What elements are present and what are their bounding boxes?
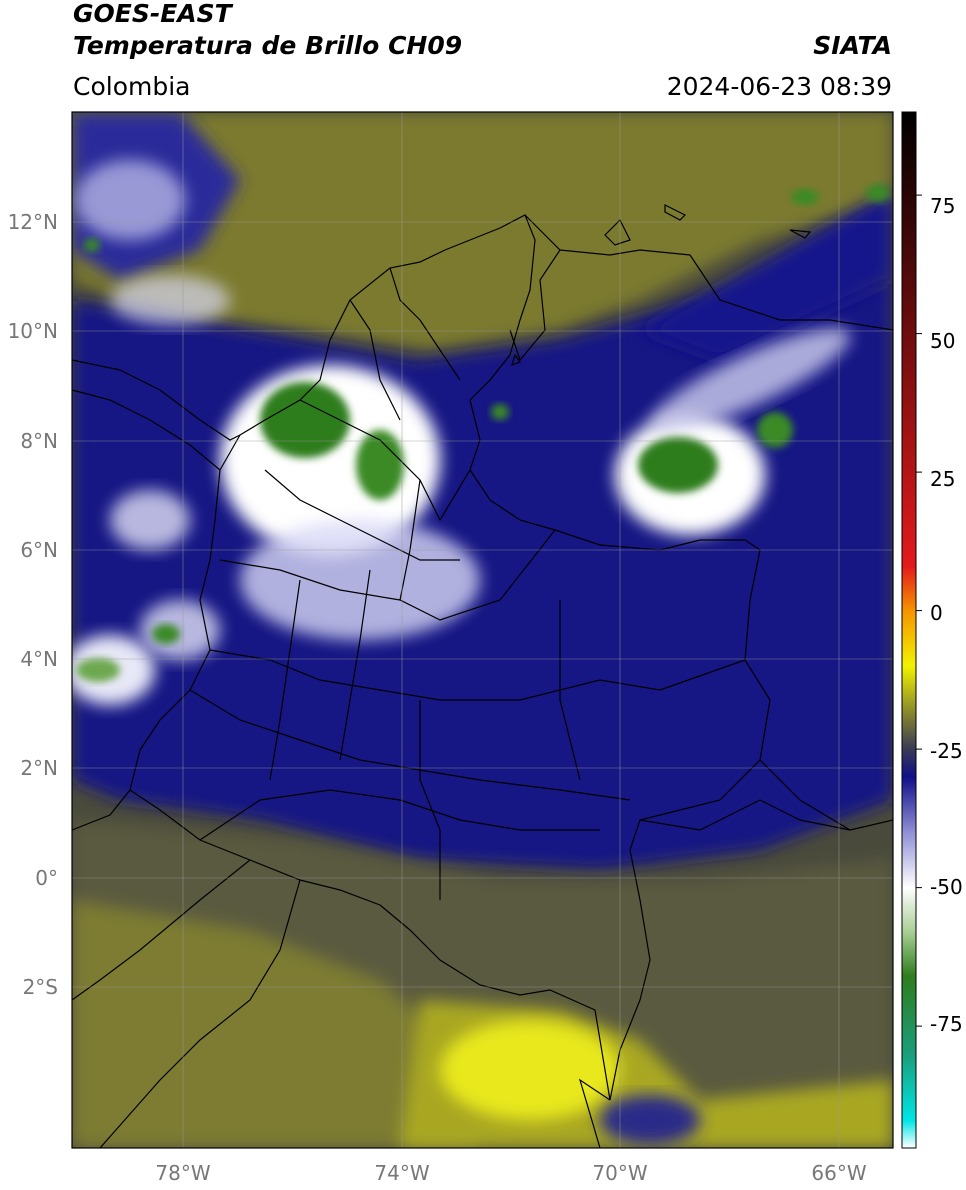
colorbar-label: 50 xyxy=(930,329,956,353)
lon-label: 78°W xyxy=(155,1161,211,1185)
map-frame xyxy=(71,111,894,1149)
lat-label: 2°S xyxy=(22,975,58,999)
lat-label: 12°N xyxy=(7,210,58,234)
lon-label: 70°W xyxy=(592,1161,648,1185)
title-product: Temperatura de Brillo CH09 xyxy=(73,31,463,60)
satellite-image xyxy=(72,112,893,1148)
lat-label: 4°N xyxy=(20,647,58,671)
lat-label: 10°N xyxy=(7,319,58,343)
country-borders xyxy=(72,204,893,1148)
colorbar-label: -75 xyxy=(930,1012,963,1036)
graticule xyxy=(72,112,893,1148)
lat-label: 2°N xyxy=(20,756,58,780)
source-label: SIATA xyxy=(813,31,892,60)
title-satellite: GOES-EAST xyxy=(73,0,232,28)
colorbar-label: 25 xyxy=(930,467,956,491)
lon-label: 66°W xyxy=(811,1161,867,1185)
colorbar xyxy=(902,112,916,1148)
colorbar-label: 75 xyxy=(930,194,956,218)
region-label: Colombia xyxy=(73,72,191,101)
colorbar-frame xyxy=(901,111,917,1149)
lat-label: 6°N xyxy=(20,538,58,562)
colorbar-label: -50 xyxy=(930,875,963,899)
colorbar-label: 0 xyxy=(930,601,943,625)
timestamp-label: 2024-06-23 08:39 xyxy=(666,72,892,101)
lon-label: 74°W xyxy=(374,1161,430,1185)
lat-label: 8°N xyxy=(20,429,58,453)
colorbar-label: -25 xyxy=(930,739,963,763)
lat-label: 0° xyxy=(35,866,58,890)
colorbar-ticks xyxy=(916,194,922,1027)
